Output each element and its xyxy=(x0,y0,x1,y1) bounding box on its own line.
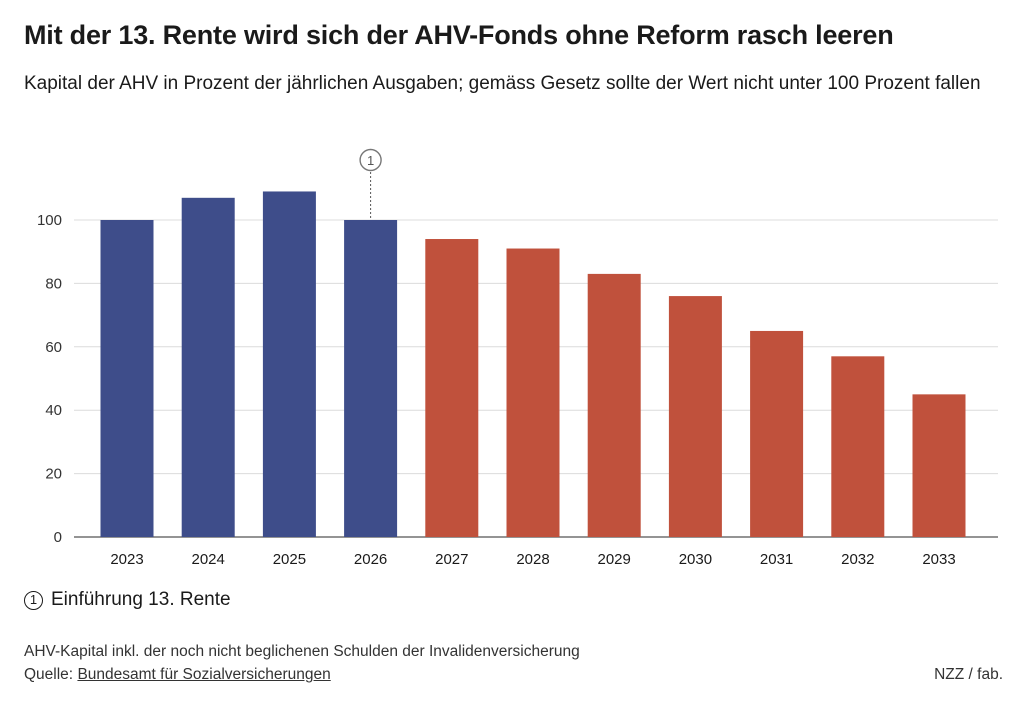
annotation-marker-number: 1 xyxy=(367,153,374,168)
bar-2023 xyxy=(100,220,154,537)
y-tick-label: 40 xyxy=(45,402,62,419)
annotation-marker-icon: 1 xyxy=(24,590,43,610)
annotation-legend-text: Einführung 13. Rente xyxy=(51,589,231,610)
x-tick-label: 2030 xyxy=(679,551,712,568)
credit: NZZ / fab. xyxy=(934,666,1003,683)
bar-2028 xyxy=(506,248,560,537)
y-tick-label: 20 xyxy=(45,466,62,483)
annotations: 1 xyxy=(359,148,382,220)
x-tick-label: 2024 xyxy=(192,551,225,568)
source-label: Quelle: xyxy=(24,666,74,683)
chart-subtitle: Kapital der AHV in Prozent der jährliche… xyxy=(24,73,981,94)
source-line: Quelle: Bundesamt für Sozialversicherung… xyxy=(24,663,331,686)
chart-title: Mit der 13. Rente wird sich der AHV-Fond… xyxy=(24,20,894,50)
x-tick-label: 2032 xyxy=(841,551,874,568)
bar-2026 xyxy=(344,220,398,537)
x-tick-label: 2028 xyxy=(516,551,549,568)
x-tick-label: 2033 xyxy=(922,551,955,568)
y-tick-label: 80 xyxy=(45,275,62,292)
bar-2027 xyxy=(425,239,479,537)
bars xyxy=(100,191,966,537)
annotation-marker-circle xyxy=(359,148,382,172)
x-tick-label: 2031 xyxy=(760,551,793,568)
x-tick-label: 2027 xyxy=(435,551,468,568)
footnote: AHV-Kapital inkl. der noch nicht beglich… xyxy=(24,643,580,660)
x-tick-label: 2029 xyxy=(598,551,631,568)
x-tick-label: 2025 xyxy=(273,551,306,568)
source-link[interactable]: Bundesamt für Sozialversicherungen xyxy=(77,666,331,683)
annotation-legend: 1 Einführung 13. Rente xyxy=(24,587,231,613)
bar-2032 xyxy=(831,356,885,537)
bar-2024 xyxy=(181,197,235,537)
x-tick-label: 2026 xyxy=(354,551,387,568)
bar-2030 xyxy=(668,296,722,537)
y-tick-label: 60 xyxy=(45,339,62,356)
x-tick-label: 2023 xyxy=(110,551,143,568)
bar-2025 xyxy=(262,191,316,537)
x-axis: 2023 2024 2025 2026 2027 2028 2029 2030 2031 2032… xyxy=(110,551,955,568)
bar-2029 xyxy=(587,273,641,537)
bar-2031 xyxy=(750,330,804,537)
y-tick-label: 100 xyxy=(37,212,62,229)
y-tick-label: 0 xyxy=(54,529,62,546)
bar-2033 xyxy=(912,394,966,537)
